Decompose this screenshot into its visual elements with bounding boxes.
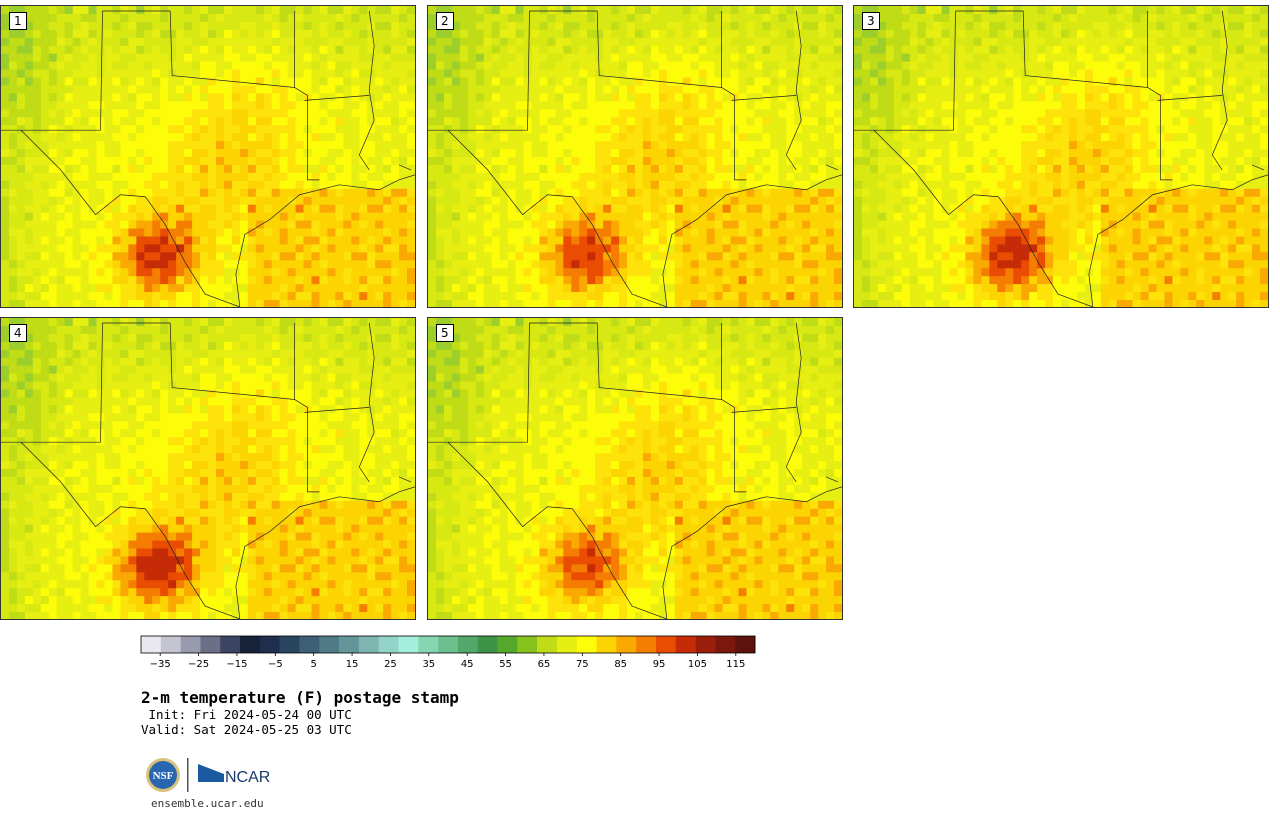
stamp-panel-1: 1: [0, 5, 416, 308]
init-time: Init: Fri 2024-05-24 00 UTC: [141, 707, 352, 722]
colorbar-swatch: [715, 636, 736, 653]
colorbar-tick-label: 65: [538, 659, 551, 670]
temperature-map: [1, 318, 415, 619]
colorbar-swatch: [358, 636, 379, 653]
colorbar-swatch: [220, 636, 241, 653]
colorbar-swatch: [141, 636, 162, 653]
colorbar-swatch: [497, 636, 518, 653]
website-url: ensemble.ucar.edu: [151, 797, 264, 810]
colorbar-tick-label: −25: [188, 659, 209, 670]
colorbar-swatch: [378, 636, 399, 653]
colorbar: −35 −25 −15 −5 5 15 25 35 45 55 65 75 85 95 105 115: [140, 635, 756, 670]
colorbar-swatch: [735, 636, 756, 653]
valid-time: Valid: Sat 2024-05-25 03 UTC: [141, 722, 352, 737]
colorbar-swatch: [418, 636, 439, 653]
colorbar-swatch: [160, 636, 181, 653]
stamp-panel-3: 3: [853, 5, 1269, 308]
temperature-map: [428, 318, 842, 619]
colorbar-swatch: [517, 636, 538, 653]
colorbar-tick-label: −15: [226, 659, 247, 670]
colorbar-swatch: [675, 636, 696, 653]
stamp-panel-2: 2: [427, 5, 843, 308]
colorbar-swatch: [596, 636, 617, 653]
temperature-map: [1, 6, 415, 307]
colorbar-tick-label: 75: [576, 659, 589, 670]
colorbar-swatch: [438, 636, 459, 653]
nsf-text: NSF: [153, 770, 174, 782]
colorbar-swatch: [180, 636, 201, 653]
colorbar-tick-label: 15: [346, 659, 359, 670]
colorbar-tick-label: 55: [499, 659, 512, 670]
colorbar-tick-label: 115: [726, 659, 745, 670]
ncar-logo-icon: NCAR: [198, 764, 270, 786]
nsf-ncar-logos: NSF NCAR: [146, 758, 270, 792]
colorbar-tick-label: −35: [150, 659, 171, 670]
colorbar-tick-label: 35: [422, 659, 435, 670]
stamp-panel-4: 4: [0, 317, 416, 620]
stamp-number-label: 3: [862, 12, 880, 30]
colorbar-tick-label: 25: [384, 659, 397, 670]
stamp-number-label: 1: [9, 12, 27, 30]
colorbar-swatch: [240, 636, 261, 653]
colorbar-swatch: [279, 636, 300, 653]
colorbar-swatch: [457, 636, 479, 653]
colorbar-swatch: [200, 636, 221, 653]
stamp-number-label: 5: [436, 324, 454, 342]
colorbar-swatch: [319, 636, 340, 653]
colorbar-swatch: [556, 636, 578, 653]
colorbar-swatch: [299, 636, 320, 653]
stamp-panel-5: 5: [427, 317, 843, 620]
colorbar-swatch: [695, 636, 716, 653]
stamp-number-label: 2: [436, 12, 454, 30]
colorbar-tick-label: 105: [688, 659, 707, 670]
colorbar-tick-label: 95: [653, 659, 666, 670]
colorbar-tick-label: −5: [268, 659, 283, 670]
ncar-text: NCAR: [225, 769, 270, 786]
colorbar-swatch: [398, 636, 419, 653]
colorbar-swatch: [259, 636, 280, 653]
colorbar-swatch: [576, 636, 597, 653]
colorbar-tick-label: 45: [461, 659, 474, 670]
colorbar-swatch: [537, 636, 558, 653]
nsf-logo-icon: NSF: [146, 758, 180, 792]
temperature-map: [428, 6, 842, 307]
colorbar-swatch: [616, 636, 637, 653]
colorbar-swatch: [477, 636, 498, 653]
stamp-number-label: 4: [9, 324, 27, 342]
colorbar-swatch: [655, 636, 677, 653]
temperature-map: [854, 6, 1268, 307]
colorbar-tick-label: 5: [311, 659, 317, 670]
figure-title: 2-m temperature (F) postage stamp: [141, 688, 459, 707]
colorbar-swatch: [636, 636, 657, 653]
colorbar-tick-label: 85: [614, 659, 627, 670]
colorbar-swatch: [339, 636, 360, 653]
